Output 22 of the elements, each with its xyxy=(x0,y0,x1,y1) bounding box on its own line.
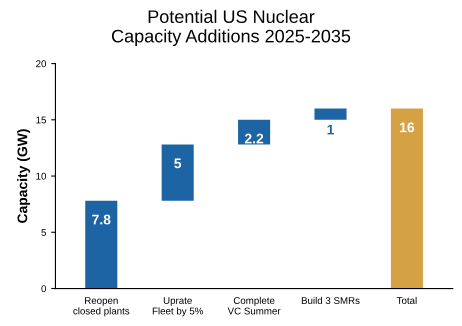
y-tick-label: 20 xyxy=(36,60,46,68)
x-tick-label: Total xyxy=(396,296,417,304)
y-tick-label: 10 xyxy=(36,172,46,180)
data-label: 7.8 xyxy=(92,214,111,224)
bar xyxy=(238,120,270,145)
chart-title: Potential US Nuclear Capacity Additions 2025-2035 xyxy=(112,10,350,46)
data-label: 2.2 xyxy=(244,134,264,144)
y-tick-label: 5 xyxy=(41,229,46,236)
bar xyxy=(314,108,347,120)
bar xyxy=(85,200,118,289)
x-tick-label: Complete VC Summer xyxy=(228,296,280,314)
y-axis-title: Capacity (GW) xyxy=(17,129,30,223)
data-label: 16 xyxy=(400,122,414,132)
data-label: 1 xyxy=(328,124,334,134)
x-tick-label: Uprate Fleet by 5% xyxy=(152,297,204,316)
data-label: 5 xyxy=(174,158,182,168)
x-tick-label: Reopen closed plants xyxy=(73,297,130,316)
x-tick-label: Build 3 SMRs xyxy=(302,296,360,304)
y-tick-label: 0 xyxy=(41,285,46,292)
y-tick-label: 15 xyxy=(36,116,46,124)
bar xyxy=(390,108,423,289)
bar xyxy=(162,144,194,201)
